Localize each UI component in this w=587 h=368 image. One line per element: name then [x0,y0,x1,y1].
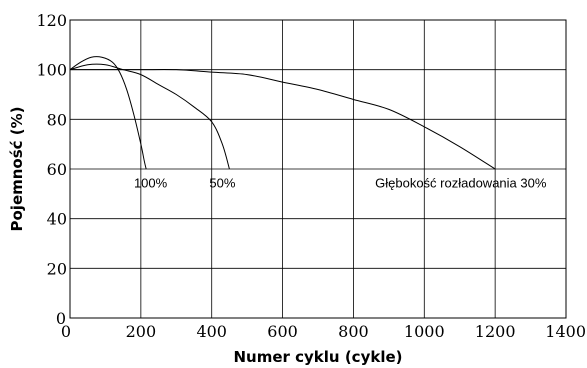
x-tick-label-600: 600 [267,322,298,341]
plot-frame [69,19,567,319]
series-line-3 [70,68,496,170]
y-tick-label-80: 80 [47,110,67,129]
y-tick-label-0: 0 [56,309,66,328]
x-tick-label-1400: 1400 [545,322,586,341]
x-tick-label-200: 200 [126,322,157,341]
x-tick-label-1200: 1200 [475,322,516,341]
y-tick-label-100: 100 [36,61,67,80]
x-tick-label-400: 400 [196,322,227,341]
x-tick-label-800: 800 [338,322,369,341]
y-tick-label-40: 40 [47,210,67,229]
y-tick-label-60: 60 [47,160,67,179]
x-axis-title: Numer cyklu (cykle) [233,348,402,366]
series-line-2 [69,63,230,170]
annotation-3: Głębokość rozładowania 30% [375,175,547,190]
y-axis-title: Pojemność (%) [8,106,26,231]
y-tick-label-20: 20 [47,259,67,278]
x-tick-label-0: 0 [61,322,71,341]
x-tick-label-1000: 1000 [404,322,445,341]
y-tick-labels: 0 20 40 60 80 100 120 [36,11,67,328]
grid [70,20,566,318]
y-tick-label-120: 120 [36,11,67,30]
x-tick-labels: 0 200 400 600 800 1000 1200 1400 [61,322,586,341]
annotation-1: 100% [134,175,168,190]
annotations: 100% 50% Głębokość rozładowania 30% [134,175,547,190]
annotation-2: 50% [209,175,235,190]
series-line-1 [69,56,147,170]
series-lines [69,56,496,170]
